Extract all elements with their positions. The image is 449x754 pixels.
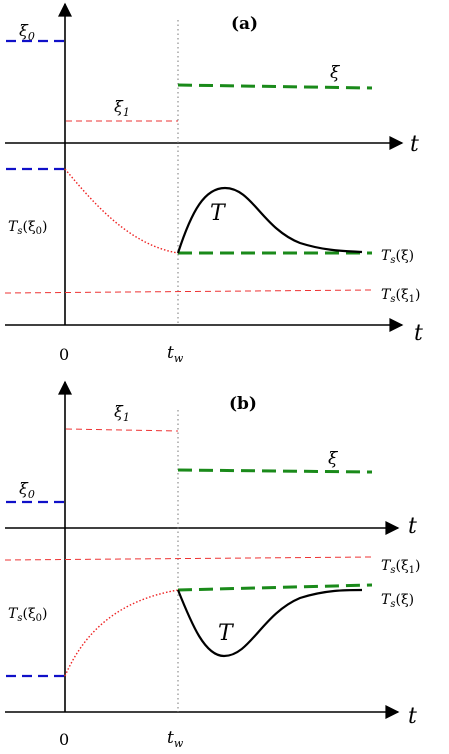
panel-b-ts-xi-label: Ts(ξ) — [381, 592, 414, 610]
panel-a-ts-xi1-label: Ts(ξ1) — [381, 287, 421, 305]
panel-a-relaxation-curve — [64, 168, 179, 254]
panel-b-xi-label: ξ — [328, 449, 339, 469]
panel-a: (a) ξ0 ξ1 ξ t t T Ts(ξ0) Ts(ξ) Ts(ξ1) 0 … — [4, 2, 423, 365]
panel-b-xi-line — [177, 468, 373, 474]
panel-a-ts-xi-label: Ts(ξ) — [381, 248, 414, 266]
panel-b-ts-xi0-label: Ts(ξ0) — [8, 606, 48, 624]
panel-b-xi1-label: ξ1 — [114, 402, 130, 424]
panel-a-xi-label: ξ — [330, 63, 341, 83]
panel-b-xi0-label: ξ0 — [19, 479, 35, 501]
panel-b-xi1-line — [65, 428, 179, 432]
panel-b-ts-xi-line — [177, 583, 373, 592]
panel-a-ts-xi1-line — [4, 289, 373, 294]
panel-a-curve-label: T — [210, 201, 227, 226]
panel-a-t-lower-label: t — [414, 321, 423, 346]
panel-a-xi0-label: ξ0 — [19, 21, 35, 43]
panel-b: (b) ξ1 ξ0 ξ t t T Ts(ξ1) Ts(ξ) Ts(ξ0) 0 … — [4, 380, 421, 750]
panel-b-t-upper-label: t — [408, 514, 417, 539]
panel-a-label: (a) — [231, 14, 258, 34]
panel-a-xi1-label: ξ1 — [114, 97, 130, 119]
panel-b-label: (b) — [229, 394, 257, 414]
panel-b-curve-label: T — [218, 621, 235, 646]
panel-b-relaxation-curve — [64, 589, 179, 677]
panel-b-temperature-curve — [176, 588, 363, 658]
panel-b-ts-xi1-label: Ts(ξ1) — [381, 558, 421, 576]
panel-a-temperature-curve — [176, 186, 363, 254]
panel-b-tw-label: tw — [167, 728, 184, 750]
panel-a-xi-line — [177, 83, 373, 90]
panel-a-t-upper-label: t — [410, 132, 419, 157]
panel-a-zero-label: 0 — [59, 345, 69, 364]
panel-a-ts-xi0-label: Ts(ξ0) — [8, 219, 48, 237]
panel-b-zero-label: 0 — [59, 730, 69, 749]
panel-b-ts-xi1-line — [4, 556, 373, 561]
panel-a-tw-label: tw — [167, 343, 184, 365]
panel-b-t-lower-label: t — [408, 704, 417, 729]
